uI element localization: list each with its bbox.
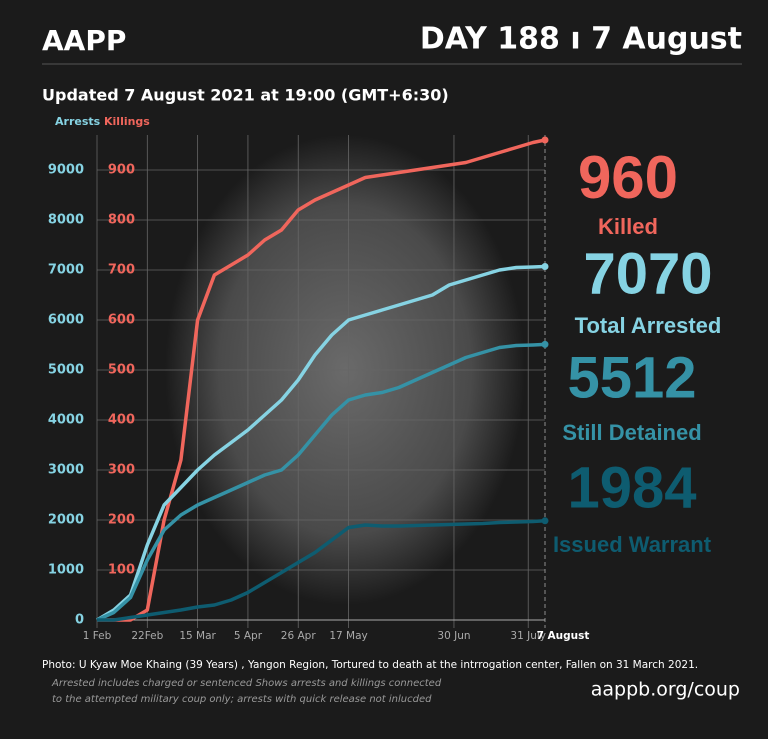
y2-tick-label: 900 <box>108 163 135 178</box>
x-tick-label: 26 Apr <box>281 630 317 642</box>
y-tick-label: 5000 <box>48 363 84 378</box>
y2-tick-label: 600 <box>108 313 135 328</box>
series-line <box>97 519 546 622</box>
callout-label: Issued Warrant <box>553 532 712 557</box>
series-line <box>97 138 546 622</box>
y2-tick-label: 700 <box>108 263 135 278</box>
y2-tick-label: 200 <box>108 513 135 528</box>
x-tick-label: 15 Mar <box>179 630 216 642</box>
y2-axis-label: Killings <box>104 115 150 128</box>
y-tick-label: 4000 <box>48 413 84 428</box>
y-axis-label: Arrests <box>55 115 101 128</box>
y2-tick-label: 400 <box>108 413 135 428</box>
x-tick-label: 5 Apr <box>234 630 263 642</box>
end-dot <box>541 517 549 525</box>
end-dot <box>541 136 549 144</box>
series-line <box>96 342 546 622</box>
x-tick-label: 30 Jun <box>437 630 470 642</box>
callout-value: 7070 <box>583 241 712 306</box>
y2-tick-label: 500 <box>108 363 135 378</box>
caption: Photo: U Kyaw Moe Khaing (39 Years) , Ya… <box>42 659 698 671</box>
note: Arrested includes charged or sentenced S… <box>51 678 442 689</box>
brand: AAPP <box>42 24 126 57</box>
subtitle: Updated 7 August 2021 at 19:00 (GMT+6:30… <box>42 86 449 105</box>
end-dot <box>541 340 549 348</box>
x-tick-label: 17 May <box>329 630 367 642</box>
x-tick-label: 1 Feb <box>83 630 112 642</box>
x-tick-label: 7 August <box>537 630 590 642</box>
y-tick-label: 3000 <box>48 463 84 478</box>
y-tick-label: 0 <box>75 613 84 628</box>
y-tick-label: 2000 <box>48 513 84 528</box>
y-tick-label: 9000 <box>48 163 84 178</box>
y-tick-label: 1000 <box>48 563 84 578</box>
callout-value: 5512 <box>567 345 696 410</box>
y-tick-label: 7000 <box>48 263 84 278</box>
y2-tick-label: 300 <box>108 463 135 478</box>
y2-tick-label: 800 <box>108 213 135 228</box>
callout-label: Still Detained <box>562 420 701 445</box>
y2-tick-label: 100 <box>108 563 135 578</box>
y-tick-label: 6000 <box>48 313 84 328</box>
callout-value: 1984 <box>567 455 696 520</box>
y-tick-label: 8000 <box>48 213 84 228</box>
x-tick-label: 31 July <box>510 630 546 642</box>
callout-value: 960 <box>578 144 678 211</box>
note: to the attempted military coup only; arr… <box>52 694 432 705</box>
url: aappb.org/coup <box>591 679 740 701</box>
callout-label: Total Arrested <box>575 313 722 338</box>
x-tick-label: 22Feb <box>131 630 163 642</box>
callout-label: Killed <box>598 214 658 239</box>
chart-title: DAY 188 ı 7 August <box>420 22 742 57</box>
series-line <box>96 264 546 622</box>
end-dot <box>541 263 549 270</box>
